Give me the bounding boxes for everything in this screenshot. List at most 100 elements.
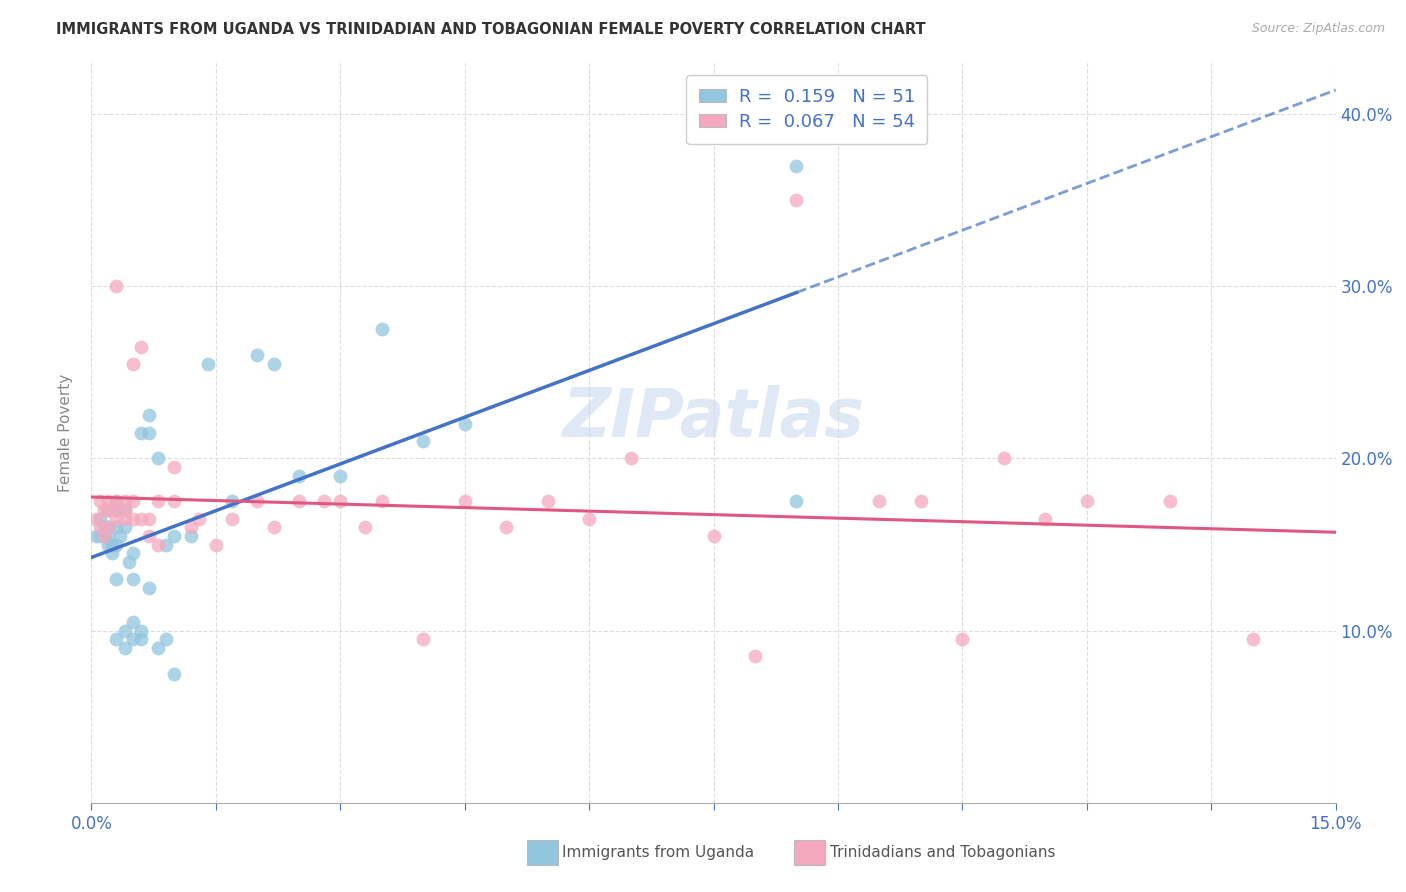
- Point: [495, 520, 517, 534]
- Point: [155, 632, 177, 647]
- Point: [105, 503, 128, 517]
- Point: [105, 512, 128, 526]
- Point: [163, 529, 186, 543]
- Point: [89, 512, 111, 526]
- Point: [205, 537, 228, 551]
- Point: [121, 357, 145, 371]
- Point: [114, 640, 136, 655]
- Point: [246, 494, 269, 508]
- Point: [97, 520, 120, 534]
- Point: [180, 529, 202, 543]
- Point: [121, 512, 145, 526]
- Point: [93, 520, 115, 534]
- Point: [138, 581, 160, 595]
- Point: [89, 529, 111, 543]
- Point: [1159, 494, 1181, 508]
- Point: [146, 537, 169, 551]
- Point: [93, 529, 115, 543]
- Point: [97, 494, 120, 508]
- Point: [138, 425, 160, 440]
- Text: Trinidadians and Tobagonians: Trinidadians and Tobagonians: [830, 846, 1054, 860]
- Point: [114, 503, 136, 517]
- Point: [1035, 512, 1057, 526]
- Text: Source: ZipAtlas.com: Source: ZipAtlas.com: [1251, 22, 1385, 36]
- Text: Immigrants from Uganda: Immigrants from Uganda: [562, 846, 755, 860]
- Point: [110, 529, 132, 543]
- Point: [910, 494, 932, 508]
- Point: [263, 520, 285, 534]
- Point: [121, 546, 145, 560]
- Text: IMMIGRANTS FROM UGANDA VS TRINIDADIAN AND TOBAGONIAN FEMALE POVERTY CORRELATION : IMMIGRANTS FROM UGANDA VS TRINIDADIAN AN…: [56, 22, 927, 37]
- Point: [536, 494, 558, 508]
- Point: [121, 494, 145, 508]
- Point: [89, 520, 111, 534]
- Point: [146, 451, 169, 466]
- Point: [453, 494, 475, 508]
- Point: [950, 632, 973, 647]
- Point: [101, 537, 124, 551]
- Point: [93, 529, 115, 543]
- Point: [163, 494, 186, 508]
- Point: [163, 460, 186, 475]
- Point: [121, 615, 145, 629]
- Point: [97, 503, 120, 517]
- Point: [105, 632, 128, 647]
- Point: [105, 537, 128, 551]
- Point: [138, 409, 160, 423]
- Point: [1076, 494, 1098, 508]
- Point: [412, 632, 434, 647]
- Point: [129, 425, 152, 440]
- Point: [180, 520, 202, 534]
- Point: [1241, 632, 1264, 647]
- Point: [105, 520, 128, 534]
- Point: [138, 512, 160, 526]
- Point: [412, 434, 434, 449]
- Point: [121, 632, 145, 647]
- Point: [163, 666, 186, 681]
- Point: [129, 512, 152, 526]
- Point: [114, 624, 136, 638]
- Point: [744, 649, 766, 664]
- Point: [97, 537, 120, 551]
- Point: [329, 494, 352, 508]
- Point: [101, 546, 124, 560]
- Point: [287, 494, 309, 508]
- Point: [371, 494, 394, 508]
- Point: [354, 520, 377, 534]
- Point: [371, 322, 394, 336]
- Point: [105, 572, 128, 586]
- Legend: R =  0.159   N = 51, R =  0.067   N = 54: R = 0.159 N = 51, R = 0.067 N = 54: [686, 75, 928, 144]
- Point: [329, 468, 352, 483]
- Point: [129, 632, 152, 647]
- Point: [114, 503, 136, 517]
- Point: [146, 640, 169, 655]
- Point: [105, 503, 128, 517]
- Point: [105, 494, 128, 508]
- Point: [97, 520, 120, 534]
- Point: [97, 529, 120, 543]
- Point: [453, 417, 475, 431]
- Point: [84, 529, 107, 543]
- Point: [785, 159, 807, 173]
- Point: [129, 339, 152, 353]
- Point: [129, 624, 152, 638]
- Point: [993, 451, 1015, 466]
- Point: [118, 555, 141, 569]
- Point: [89, 494, 111, 508]
- Point: [287, 468, 309, 483]
- Point: [84, 512, 107, 526]
- Point: [197, 357, 219, 371]
- Point: [114, 494, 136, 508]
- Point: [785, 193, 807, 207]
- Y-axis label: Female Poverty: Female Poverty: [58, 374, 73, 491]
- Point: [263, 357, 285, 371]
- Point: [146, 494, 169, 508]
- Point: [221, 512, 243, 526]
- Point: [114, 520, 136, 534]
- Point: [121, 572, 145, 586]
- Point: [93, 503, 115, 517]
- Point: [97, 503, 120, 517]
- Point: [578, 512, 600, 526]
- Point: [246, 348, 269, 362]
- Text: ZIPatlas: ZIPatlas: [562, 384, 865, 450]
